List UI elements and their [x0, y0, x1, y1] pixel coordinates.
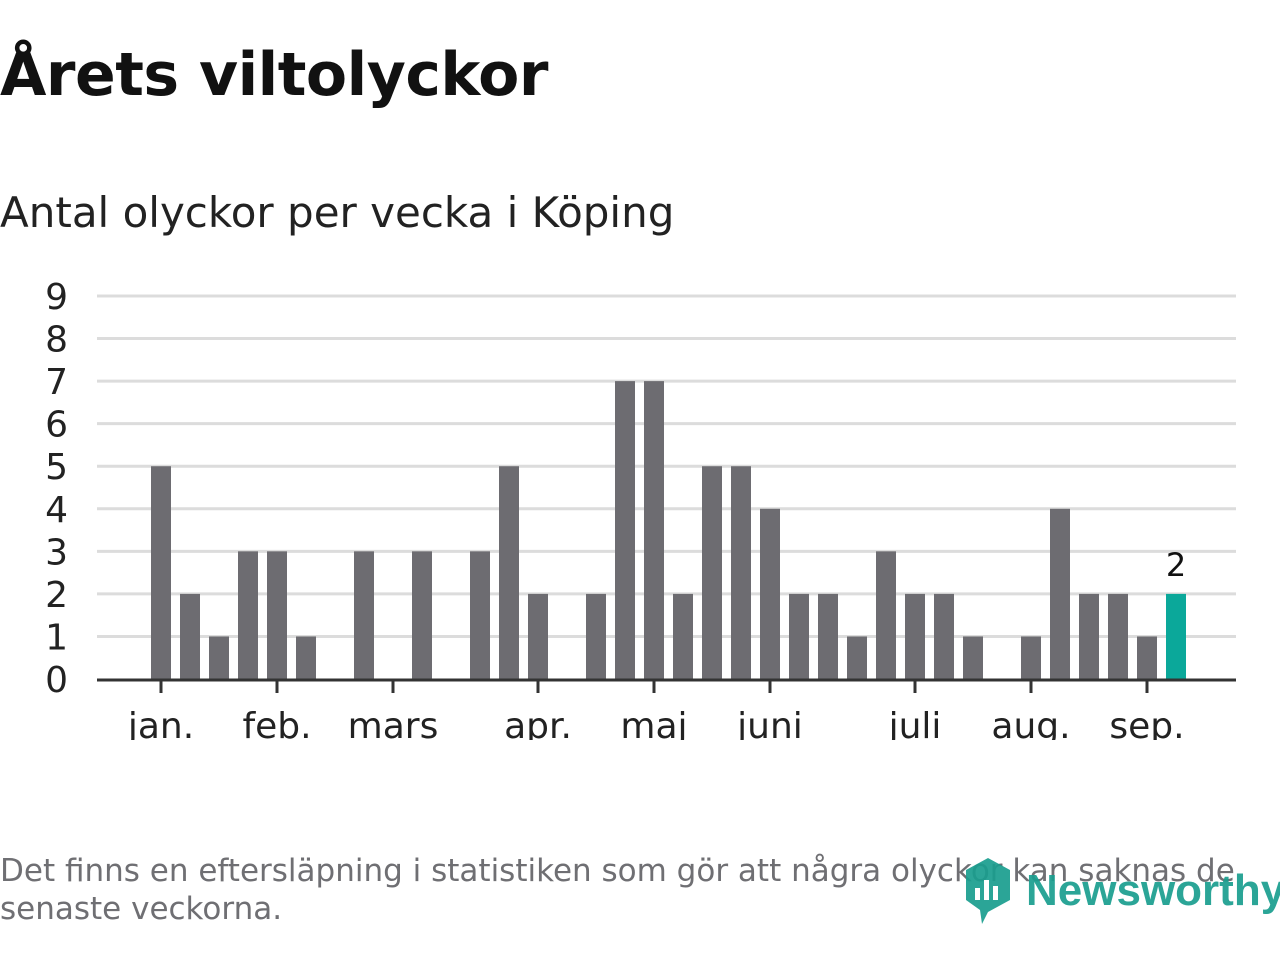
- data-label: 2: [1166, 546, 1186, 584]
- newsworthy-logo-text: Newsworthy: [1026, 866, 1280, 915]
- footnote: Det finns en eftersläpning i statistiken…: [0, 853, 1235, 927]
- chart-subtitle: Antal olyckor per vecka i Köping: [0, 188, 675, 237]
- bar: [470, 551, 490, 679]
- y-tick-label: 4: [45, 490, 68, 531]
- x-tick-label: mars: [348, 706, 439, 740]
- y-tick-label: 6: [45, 405, 68, 446]
- bar: [180, 593, 200, 679]
- bar: [528, 593, 548, 679]
- x-tick-label: aug.: [991, 706, 1070, 740]
- x-tick-label: jan.: [127, 706, 194, 740]
- y-tick-label: 8: [45, 320, 68, 361]
- bar: [1137, 636, 1157, 679]
- chart-title: Årets viltolyckor: [0, 40, 549, 110]
- x-tick-label: juni: [736, 706, 803, 740]
- bar: [644, 381, 664, 679]
- bar: [209, 636, 229, 679]
- bar: [847, 636, 867, 679]
- bar: [1079, 593, 1099, 679]
- y-tick-label: 3: [45, 532, 68, 573]
- y-tick-label: 2: [45, 575, 68, 616]
- bar: [499, 466, 519, 679]
- y-tick-label: 0: [45, 660, 68, 701]
- x-tick-label: juli: [888, 706, 942, 740]
- bar: [702, 466, 722, 679]
- x-tick-label: sep.: [1109, 706, 1184, 740]
- bar-highlight: [1166, 593, 1186, 679]
- newsworthy-logo: Newsworthy: [962, 856, 1280, 926]
- bar: [876, 551, 896, 679]
- bar: [731, 466, 751, 679]
- bar: [1021, 636, 1041, 679]
- bar: [238, 551, 258, 679]
- bar: [151, 466, 171, 679]
- bar: [296, 636, 316, 679]
- bar: [673, 593, 693, 679]
- y-tick-label: 1: [45, 617, 68, 658]
- bar: [905, 593, 925, 679]
- x-axis: jan. feb. mars apr. maj juni juli aug. sep.: [97, 678, 1236, 740]
- bar: [586, 593, 606, 679]
- y-tick-label: 7: [45, 362, 68, 403]
- bar: [615, 381, 635, 679]
- bar: [934, 593, 954, 679]
- bars: 2: [151, 381, 1186, 679]
- x-tick-label: maj: [620, 706, 687, 740]
- bar: [789, 593, 809, 679]
- bar: [760, 508, 780, 679]
- x-tick-label: feb.: [242, 706, 311, 740]
- bar: [963, 636, 983, 679]
- newsworthy-logo-icon: [966, 858, 1010, 924]
- x-tick-label: apr.: [504, 706, 572, 740]
- bar: [354, 551, 374, 679]
- y-tick-label: 9: [45, 277, 68, 318]
- bar: [1108, 593, 1128, 679]
- bar: [412, 551, 432, 679]
- y-tick-label: 5: [45, 447, 68, 488]
- bar: [267, 551, 287, 679]
- bar: [818, 593, 838, 679]
- bar: [1050, 508, 1070, 679]
